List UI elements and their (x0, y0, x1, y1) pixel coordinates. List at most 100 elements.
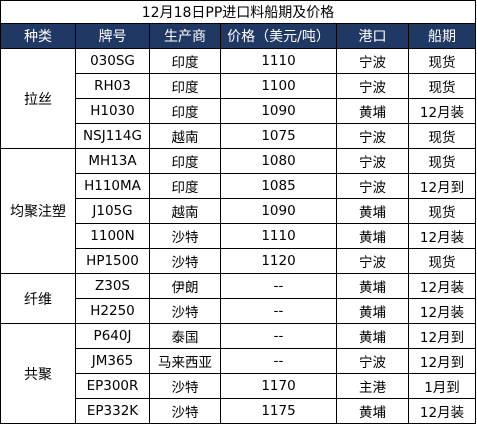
table-row: 1100N 沙特 1110 黄埔 12月装 (1, 223, 477, 249)
port-cell: 宁波 (336, 148, 409, 174)
shipping-cell: 12月到 (407, 323, 477, 349)
price-cell: 1090 (220, 98, 337, 124)
producer-cell: 印度 (149, 48, 221, 74)
producer-cell: 马来西亚 (149, 348, 221, 374)
table-row: 均聚注塑 MH13A 印度 1080 宁波 现货 (0, 148, 477, 274)
port-cell: 宁波 (336, 123, 409, 149)
port-cell: 黄埔 (336, 298, 409, 324)
price-cell: 1085 (220, 173, 337, 199)
price-cell: 1075 (220, 123, 337, 149)
table-row: H1030 印度 1090 黄埔 12月装 (1, 98, 477, 124)
producer-cell: 印度 (149, 173, 221, 199)
shipping-cell: 现货 (407, 248, 477, 274)
producer-cell: 沙特 (149, 298, 221, 324)
grade-cell: EP300R (75, 373, 150, 399)
port-cell: 主港 (336, 373, 409, 399)
table-row: RH03 印度 1100 宁波 现货 (1, 73, 477, 99)
title-row: 12月18日PP进口料船期及价格 (0, 0, 477, 24)
price-cell: 1110 (220, 48, 337, 74)
price-cell: 1170 (220, 373, 337, 399)
producer-cell: 越南 (149, 123, 221, 149)
grade-cell: H110MA (75, 173, 150, 199)
port-cell: 宁波 (336, 48, 409, 74)
port-cell: 黄埔 (336, 398, 409, 424)
pp-import-price-table: 12月18日PP进口料船期及价格 种类 牌号 生产商 价格（美元/吨） 港口 船… (0, 0, 477, 424)
grade-cell: 1100N (75, 223, 150, 249)
shipping-cell: 12月装 (407, 223, 477, 249)
header-cell-category: 种类 (0, 23, 76, 49)
category-cell: 均聚注塑 (0, 148, 76, 274)
table-row: 纤维 Z30S 伊朗 -- 黄埔 12月装 (0, 273, 477, 324)
header-cell-shipping: 船期 (407, 23, 477, 49)
price-cell: -- (220, 273, 337, 299)
producer-cell: 泰国 (149, 323, 221, 349)
port-cell: 宁波 (336, 73, 409, 99)
grade-cell: MH13A (75, 148, 150, 174)
shipping-cell: 现货 (407, 123, 477, 149)
shipping-cell: 12月装 (407, 273, 477, 299)
producer-cell: 沙特 (149, 373, 221, 399)
port-cell: 宁波 (336, 348, 409, 374)
port-cell: 宁波 (336, 248, 409, 274)
grade-cell: HP1500 (75, 248, 150, 274)
header-cell-port: 港口 (336, 23, 409, 49)
producer-cell: 越南 (149, 198, 221, 224)
grade-cell: 030SG (75, 48, 150, 74)
shipping-cell: 12月到 (407, 173, 477, 199)
header-row: 种类 牌号 生产商 价格（美元/吨） 港口 船期 (0, 23, 477, 49)
price-cell: 1100 (220, 73, 337, 99)
producer-cell: 印度 (149, 73, 221, 99)
price-cell: -- (220, 348, 337, 374)
header-cell-price: 价格（美元/吨） (220, 23, 337, 49)
grade-cell: P640J (75, 323, 150, 349)
table-body: 12月18日PP进口料船期及价格 种类 牌号 生产商 价格（美元/吨） 港口 船… (0, 0, 477, 424)
producer-cell: 沙特 (149, 398, 221, 424)
price-cell: 1120 (220, 248, 337, 274)
grade-cell: NSJ114G (75, 123, 150, 149)
shipping-cell: 12月到 (407, 348, 477, 374)
price-cell: 1175 (220, 398, 337, 424)
shipping-cell: 现货 (407, 198, 477, 224)
producer-cell: 伊朗 (149, 273, 221, 299)
shipping-cell: 12月装 (407, 298, 477, 324)
category-cell: 拉丝 (0, 48, 76, 149)
grade-cell: H2250 (75, 298, 150, 324)
table-row: H110MA 印度 1085 宁波 12月到 (1, 173, 477, 199)
producer-cell: 沙特 (149, 248, 221, 274)
table-row: EP300R 沙特 1170 主港 1月到 (1, 373, 477, 399)
shipping-cell: 1月到 (407, 373, 477, 399)
table-row: JM365 马来西亚 -- 宁波 12月到 (1, 348, 477, 374)
shipping-cell: 12月装 (407, 98, 477, 124)
category-cell: 共聚 (0, 323, 76, 424)
price-cell: 1110 (220, 223, 337, 249)
table-row: NSJ114G 越南 1075 宁波 现货 (1, 123, 477, 149)
port-cell: 黄埔 (336, 323, 409, 349)
table-row: 共聚 P640J 泰国 -- 黄埔 12月到 (0, 323, 477, 424)
port-cell: 宁波 (336, 173, 409, 199)
shipping-cell: 现货 (407, 73, 477, 99)
header-cell-grade: 牌号 (75, 23, 150, 49)
shipping-cell: 现货 (407, 48, 477, 74)
producer-cell: 印度 (149, 148, 221, 174)
grade-cell: RH03 (75, 73, 150, 99)
price-cell: 1090 (220, 198, 337, 224)
price-cell: -- (220, 323, 337, 349)
table-row: 拉丝 030SG 印度 1110 宁波 现货 (0, 48, 477, 149)
category-cell: 纤维 (0, 273, 76, 324)
table-row: EP332K 沙特 1175 黄埔 12月装 (1, 398, 477, 424)
grade-cell: EP332K (75, 398, 150, 424)
port-cell: 黄埔 (336, 223, 409, 249)
grade-cell: J105G (75, 198, 150, 224)
grade-cell: H1030 (75, 98, 150, 124)
port-cell: 黄埔 (336, 198, 409, 224)
producer-cell: 沙特 (149, 223, 221, 249)
producer-cell: 印度 (149, 98, 221, 124)
table-title: 12月18日PP进口料船期及价格 (0, 0, 477, 24)
port-cell: 黄埔 (336, 273, 409, 299)
price-cell: 1080 (220, 148, 337, 174)
price-cell: -- (220, 298, 337, 324)
port-cell: 黄埔 (336, 98, 409, 124)
shipping-cell: 现货 (407, 148, 477, 174)
table-row: J105G 越南 1090 黄埔 现货 (1, 198, 477, 224)
